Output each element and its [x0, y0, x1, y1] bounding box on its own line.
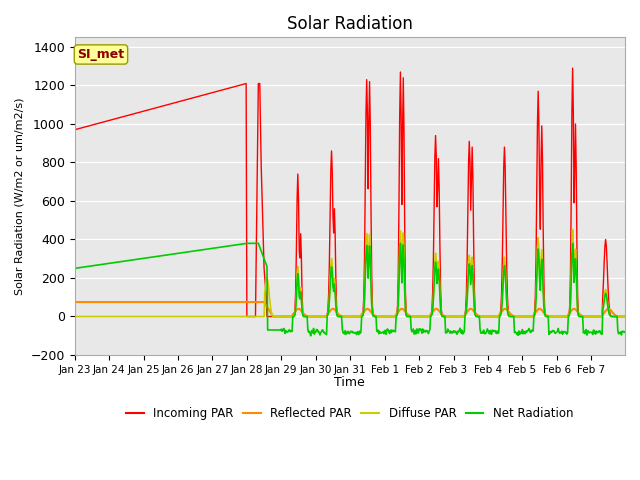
- Reflected PAR: [407, 313, 415, 319]
- Reflected PAR: [71, 299, 79, 305]
- Net Radiation: [71, 265, 79, 271]
- Y-axis label: Solar Radiation (W/m2 or um/m2/s): Solar Radiation (W/m2 or um/m2/s): [15, 97, 25, 295]
- Net Radiation: [307, 333, 315, 339]
- Net Radiation: [243, 240, 250, 246]
- Reflected PAR: [237, 299, 244, 305]
- Incoming PAR: [569, 65, 577, 71]
- Net Radiation: [621, 329, 629, 335]
- Incoming PAR: [237, 82, 244, 88]
- Incoming PAR: [621, 313, 629, 319]
- Title: Solar Radiation: Solar Radiation: [287, 15, 413, 33]
- Reflected PAR: [136, 299, 143, 305]
- Diffuse PAR: [71, 313, 79, 319]
- Incoming PAR: [71, 127, 79, 132]
- Incoming PAR: [407, 313, 415, 319]
- Diffuse PAR: [621, 313, 629, 319]
- Line: Net Radiation: Net Radiation: [75, 243, 625, 336]
- Reflected PAR: [264, 305, 271, 311]
- Diffuse PAR: [438, 311, 445, 317]
- Net Radiation: [237, 241, 244, 247]
- Incoming PAR: [243, 313, 251, 319]
- Line: Diffuse PAR: Diffuse PAR: [75, 229, 625, 316]
- Net Radiation: [285, 327, 293, 333]
- Incoming PAR: [136, 109, 143, 115]
- Diffuse PAR: [569, 227, 577, 232]
- Reflected PAR: [438, 312, 446, 317]
- Reflected PAR: [285, 313, 293, 319]
- Reflected PAR: [621, 313, 629, 319]
- Net Radiation: [408, 329, 416, 335]
- Diffuse PAR: [136, 313, 143, 319]
- Net Radiation: [264, 327, 272, 333]
- Net Radiation: [439, 313, 447, 319]
- Reflected PAR: [269, 313, 277, 319]
- Line: Incoming PAR: Incoming PAR: [75, 68, 625, 316]
- Legend: Incoming PAR, Reflected PAR, Diffuse PAR, Net Radiation: Incoming PAR, Reflected PAR, Diffuse PAR…: [122, 402, 578, 425]
- X-axis label: Time: Time: [335, 376, 365, 389]
- Text: SI_met: SI_met: [77, 48, 125, 61]
- Net Radiation: [136, 256, 143, 262]
- Diffuse PAR: [237, 313, 244, 319]
- Diffuse PAR: [285, 313, 292, 319]
- Diffuse PAR: [264, 277, 271, 283]
- Incoming PAR: [438, 312, 446, 318]
- Incoming PAR: [264, 313, 272, 319]
- Line: Reflected PAR: Reflected PAR: [75, 302, 625, 316]
- Incoming PAR: [285, 313, 293, 319]
- Diffuse PAR: [406, 313, 414, 319]
